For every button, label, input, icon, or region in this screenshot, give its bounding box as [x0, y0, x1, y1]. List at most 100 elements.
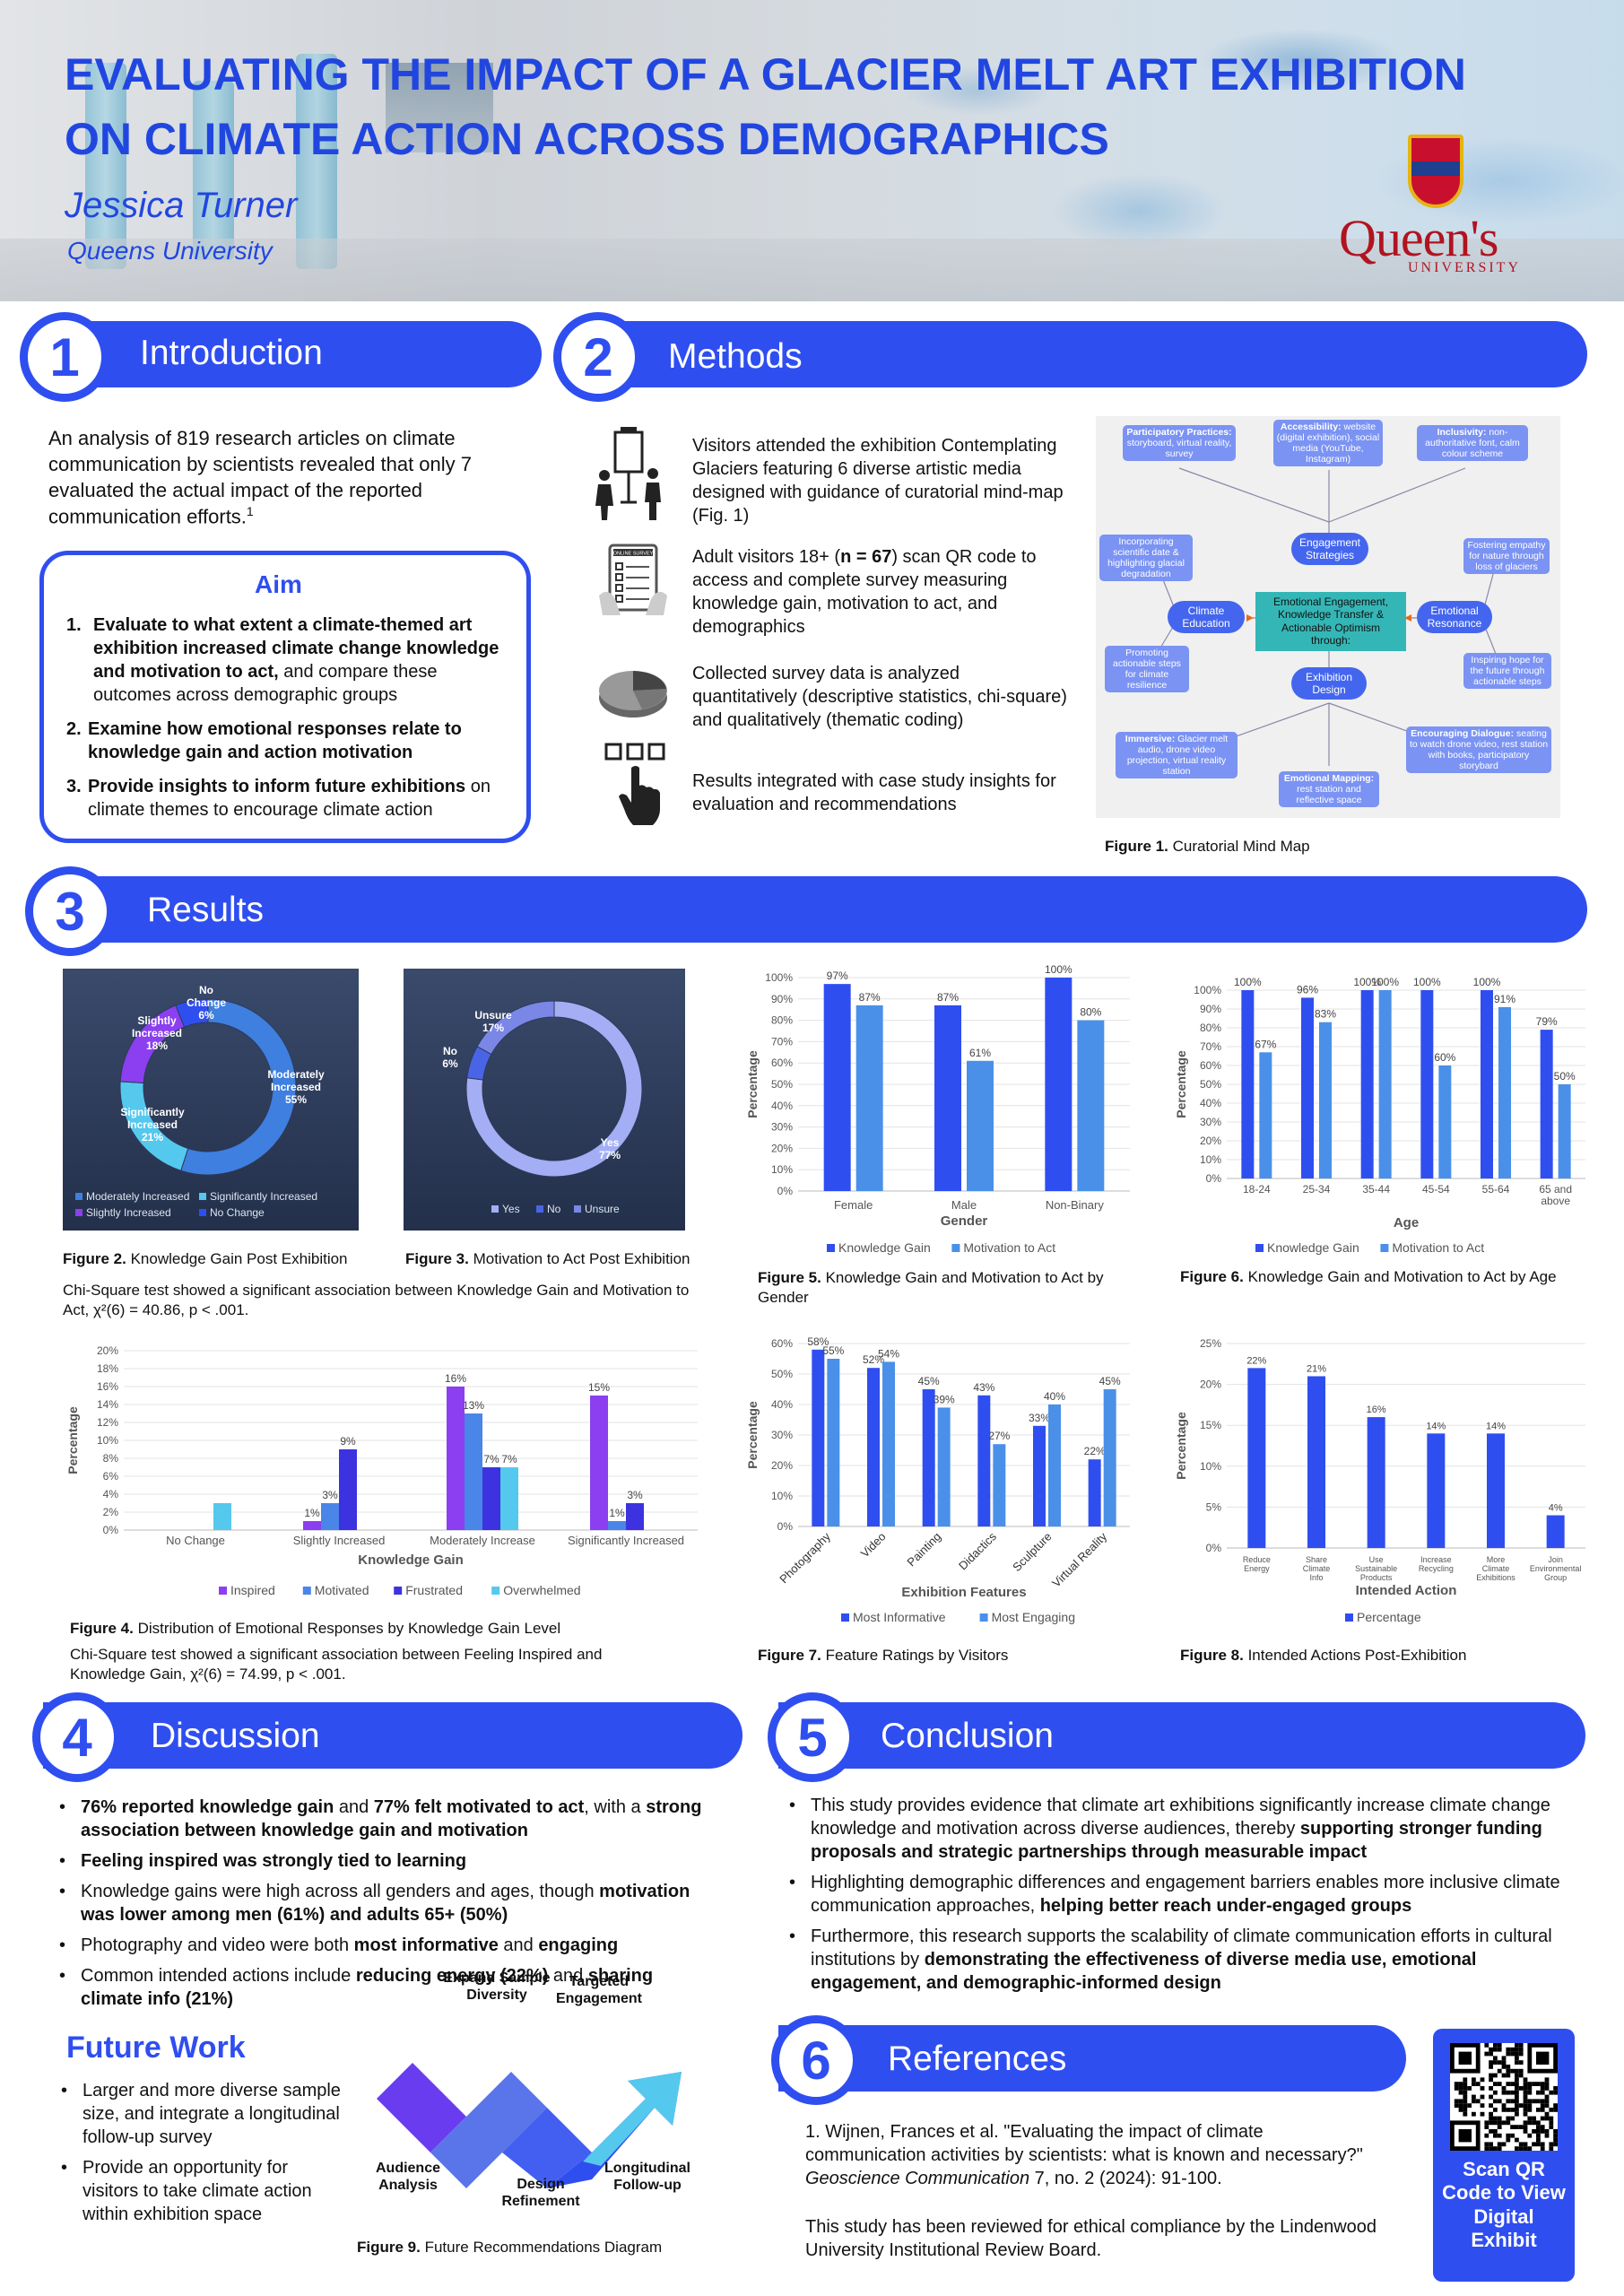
aim-item: 2. Examine how emotional responses relate…	[66, 718, 515, 764]
text: Photography and video were both	[81, 1935, 354, 1955]
x-tick-label: Environmental	[1530, 1564, 1582, 1573]
qr-module	[1544, 2133, 1550, 2138]
bold-text: sharing climate info (21%)	[81, 1966, 654, 2009]
slice-pct: 21%	[142, 1131, 163, 1144]
qr-module	[1506, 2051, 1511, 2057]
y-tick-label: 30%	[1200, 1116, 1221, 1128]
text: and	[498, 1935, 539, 1955]
bar	[1103, 1389, 1116, 1526]
qr-module	[1527, 2090, 1533, 2095]
future-work-list: Larger and more diverse sample size, and…	[56, 2079, 343, 2233]
section-bar-results: Results	[43, 876, 1587, 943]
qr-module	[1480, 2094, 1485, 2100]
data-label: 91%	[1494, 993, 1515, 1005]
mm-climate-education: Climate Education	[1168, 601, 1245, 633]
y-tick-label: 10%	[771, 1490, 793, 1502]
chi-square-2: Chi-Square test showed a significant ass…	[70, 1646, 603, 1683]
section-number-2: 2	[553, 312, 643, 402]
bar	[1558, 1084, 1571, 1178]
donut-slice	[476, 1000, 555, 1056]
qr-module	[1523, 2111, 1528, 2117]
qr-module	[1458, 2090, 1463, 2095]
x-tick-label: above	[1541, 1195, 1570, 1207]
data-label: 40%	[1044, 1390, 1065, 1403]
aim-bold: Examine how emotional responses relate t…	[88, 719, 462, 762]
qr-module	[1506, 2068, 1511, 2074]
qr-module	[1515, 2146, 1519, 2151]
list-item: 76% reported knowledge gain and 77% felt…	[54, 1796, 717, 1842]
legend-label: Significantly Increased	[210, 1190, 317, 1203]
qr-code-icon[interactable]	[1450, 2043, 1558, 2151]
y-tick-label: 16%	[97, 1380, 118, 1393]
legend-label: Frustrated	[405, 1583, 463, 1597]
section-title: Results	[147, 891, 265, 929]
qr-module	[1501, 2056, 1507, 2061]
qr-module	[1467, 2103, 1472, 2108]
bar	[977, 1395, 991, 1526]
section-number-6: 6	[771, 2015, 861, 2105]
legend-label: Motivation to Act	[963, 1240, 1055, 1255]
bar	[823, 984, 851, 1191]
qr-module	[1544, 2111, 1550, 2117]
qr-module	[1489, 2146, 1493, 2151]
figure-8-caption: Figure 8. Intended Actions Post-Exhibiti…	[1180, 1647, 1467, 1664]
legend-label: Knowledge Gain	[1267, 1240, 1359, 1255]
figure-7-chart: 0% 10% 20% 30% 40% 50% 60% 58%55% Photography 52%…	[745, 1335, 1130, 1624]
mm-inclusivity: Inclusivity: non-authoritative font, cal…	[1417, 425, 1528, 462]
data-label: 97%	[827, 970, 848, 982]
bar	[827, 1359, 840, 1526]
bold-text: reducing energy (22%)	[355, 1966, 549, 1986]
qr-module	[1536, 2129, 1541, 2134]
section-title: Introduction	[140, 334, 323, 372]
qr-module	[1489, 2120, 1493, 2126]
qr-module	[1515, 2103, 1519, 2108]
qr-module	[1536, 2099, 1541, 2104]
legend-swatch	[491, 1205, 499, 1213]
bar	[303, 1521, 321, 1530]
qr-code-panel[interactable]: Scan QR Code to View Digital Exhibit	[1433, 2029, 1575, 2282]
qr-module	[1518, 2043, 1524, 2048]
bar	[1420, 990, 1434, 1178]
qr-module	[1493, 2082, 1498, 2086]
bar	[1540, 1030, 1553, 1178]
list-item: Highlighting demographic differences and…	[784, 1871, 1573, 1918]
qr-module	[1493, 2120, 1498, 2126]
qr-module	[1523, 2103, 1528, 2108]
qr-module	[1454, 2086, 1459, 2091]
donut-slice	[175, 998, 209, 1028]
qr-module	[1480, 2111, 1485, 2117]
aim-item: 3. Provide insights to inform future exhi…	[66, 775, 515, 822]
qr-module	[1515, 2047, 1519, 2052]
bold-text: strong association between knowledge gai…	[81, 1797, 702, 1840]
data-label: 7%	[483, 1453, 499, 1465]
bar	[339, 1449, 357, 1530]
qr-module	[1501, 2086, 1507, 2091]
y-tick-label: 30%	[771, 1121, 793, 1134]
y-axis-title: Percentage	[745, 1401, 760, 1469]
qr-module	[1515, 2043, 1519, 2048]
diagram-audience-label: Audience Analysis	[375, 2161, 440, 2194]
qr-module	[1501, 2103, 1507, 2108]
list-item: Common intended actions include reducing…	[54, 1964, 717, 2011]
qr-module	[1480, 2086, 1485, 2091]
qr-module	[1523, 2077, 1528, 2083]
bar	[812, 1349, 825, 1526]
figure-2-caption: Figure 2. Knowledge Gain Post Exhibition	[63, 1250, 348, 1267]
legend-swatch	[75, 1193, 83, 1200]
qr-module	[1518, 2142, 1524, 2147]
qr-module	[1493, 2116, 1498, 2121]
qr-module	[1540, 2125, 1545, 2129]
diagram-design-label: Design Refinement	[501, 2177, 580, 2210]
slice-label: No	[443, 1045, 457, 1057]
mm-immersive: Immersive: Glacier melt audio, drone vid…	[1116, 732, 1238, 779]
figure-2-chart: Moderately Increased 55% Significantly Incre…	[63, 969, 359, 1231]
qr-module	[1518, 2060, 1524, 2065]
legend-label: Inspired	[230, 1583, 275, 1597]
slice-label: Moderately	[267, 1068, 325, 1081]
qr-module	[1518, 2125, 1524, 2129]
figure-3-chart: Yes 77% No 6% Unsure 17% Yes No Unsure	[404, 969, 685, 1231]
x-tick-label: Group	[1544, 1573, 1567, 1582]
qr-module	[1515, 2099, 1519, 2104]
qr-module	[1536, 2142, 1541, 2147]
slice-label: Slightly	[137, 1014, 177, 1027]
